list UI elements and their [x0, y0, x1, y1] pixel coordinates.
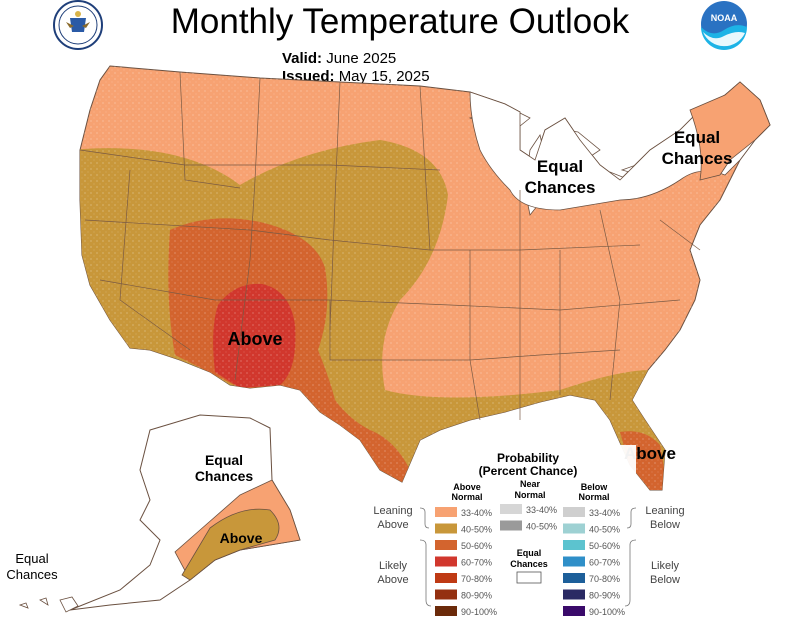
label-ec-great-lakes-2: Chances [525, 178, 596, 197]
legend-below-label-4: 70-80% [589, 574, 620, 584]
issued-value: May 15, 2025 [338, 68, 430, 85]
legend-below-swatch-5 [563, 589, 585, 600]
legend-below-label-2: 50-60% [589, 541, 620, 551]
legend-equal-1: Equal [517, 548, 542, 558]
legend-likely-below-1: Likely [651, 560, 680, 572]
legend-below-swatch-0 [563, 507, 585, 517]
hawaii [18, 596, 79, 613]
legend-near-label-1: 40-50% [526, 522, 557, 532]
label-ec-great-lakes-1: Equal [537, 157, 583, 176]
legend-near-label-0: 33-40% [526, 505, 557, 515]
legend-below-swatch-1 [563, 523, 585, 534]
alaska [69, 414, 301, 611]
label-ec-hawaii-2: Chances [6, 567, 58, 582]
hawaii-islands [18, 596, 79, 613]
label-ec-new-england-1: Equal [674, 128, 720, 147]
legend-bracket-likely-below [624, 539, 637, 607]
legend-below-swatch-3 [563, 556, 585, 567]
legend-leaning-above-1: Leaning [373, 505, 412, 517]
legend-below-swatch-2 [563, 540, 585, 550]
legend-col-below-2: Normal [578, 492, 609, 502]
alaska-above-40-50-region [181, 508, 280, 581]
state-borders [79, 71, 701, 421]
legend-below-label-5: 80-90% [589, 591, 620, 601]
legend-above-swatch-6 [435, 606, 457, 616]
legend-below-label-6: 90-100% [589, 607, 625, 617]
legend-equal-2: Chances [510, 559, 548, 569]
legend-title: Probability [497, 451, 559, 465]
legend-bracket-leaning-below [626, 507, 637, 529]
legend-likely-above-1: Likely [379, 560, 408, 572]
label-above-florida: Above [624, 444, 676, 463]
legend-below-label-3: 60-70% [589, 558, 620, 568]
valid-label: Valid: [282, 50, 323, 67]
legend-likely-above-2: Above [377, 574, 408, 586]
valid-line: Valid: June 2025 [282, 50, 396, 67]
legend-above-swatch-1 [435, 523, 457, 534]
legend: Probability (Percent Chance) Above Norma… [373, 445, 685, 617]
commerce-seal-logo [53, 0, 103, 50]
legend-above-label-6: 90-100% [461, 607, 497, 617]
legend-above-label-0: 33-40% [461, 508, 492, 518]
legend-below-swatch-6 [563, 606, 585, 616]
label-above-alaska: Above [220, 530, 263, 546]
page-title: Monthly Temperature Outlook [170, 2, 630, 41]
legend-below-label-1: 40-50% [589, 525, 620, 535]
legend-below-label-0: 33-40% [589, 508, 620, 518]
legend-near-swatches: 33-40% 40-50% [500, 504, 557, 532]
label-above-southwest: Above [227, 329, 282, 349]
legend-col-near-2: Normal [514, 490, 545, 500]
legend-above-swatches: 33-40% 40-50% 50-60% 60-70% 70-80% 80-90% 90-1… [435, 507, 497, 617]
label-ec-alaska-2: Chances [195, 468, 254, 484]
legend-above-swatch-3 [435, 556, 457, 567]
legend-above-label-5: 80-90% [461, 591, 492, 601]
legend-above-swatch-5 [435, 589, 457, 600]
label-ec-alaska-1: Equal [205, 452, 243, 468]
legend-below-swatches: 33-40% 40-50% 50-60% 60-70% 70-80% 80-90% 90-1… [563, 507, 625, 617]
legend-col-above-1: Above [453, 482, 481, 492]
legend-col-above-2: Normal [451, 492, 482, 502]
legend-subtitle: (Percent Chance) [479, 464, 578, 478]
legend-near-swatch-0 [500, 504, 522, 514]
label-ec-new-england-2: Chances [662, 149, 733, 168]
ec-lakes-lean-strip [689, 81, 771, 181]
legend-above-label-4: 70-80% [461, 574, 492, 584]
legend-bracket-leaning-above [419, 507, 430, 529]
legend-above-label-1: 40-50% [461, 525, 492, 535]
alaska-ec-region [69, 414, 301, 611]
label-ec-hawaii-1: Equal [15, 551, 48, 566]
legend-col-below-1: Below [581, 482, 609, 492]
noaa-logo: NOAA [701, 1, 747, 50]
legend-above-label-2: 50-60% [461, 541, 492, 551]
legend-col-near-1: Near [520, 479, 541, 489]
legend-leaning-below-1: Leaning [645, 505, 684, 517]
legend-likely-below-2: Below [650, 574, 680, 586]
legend-leaning-below-2: Below [650, 519, 680, 531]
noaa-logo-text: NOAA [711, 13, 738, 23]
legend-equal-swatch [516, 571, 542, 584]
legend-below-swatch-4 [563, 573, 585, 583]
legend-above-swatch-0 [435, 507, 457, 517]
legend-bracket-likely-above [419, 539, 432, 607]
legend-above-label-3: 60-70% [461, 558, 492, 568]
legend-near-swatch-1 [500, 520, 522, 531]
valid-value: June 2025 [326, 50, 397, 67]
legend-leaning-above-2: Above [377, 519, 408, 531]
legend-above-swatch-4 [435, 573, 457, 583]
legend-above-swatch-2 [435, 540, 457, 550]
